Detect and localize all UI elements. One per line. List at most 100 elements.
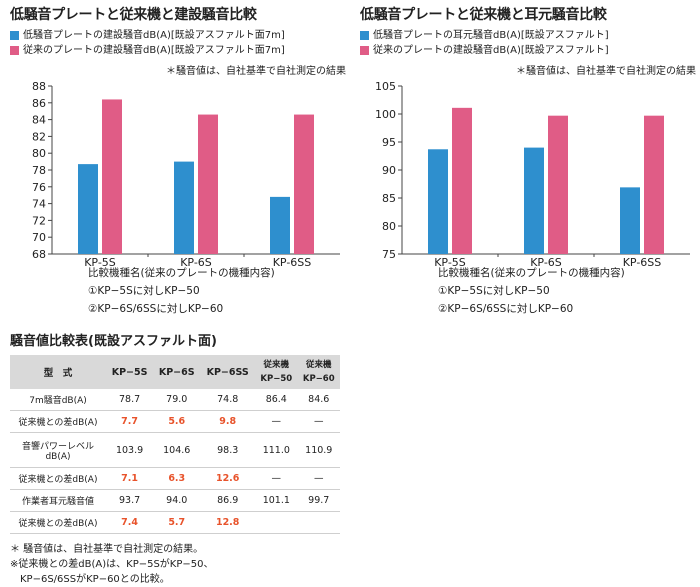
y-tick-label: 76: [32, 181, 46, 194]
table-cell: 103.9: [106, 432, 154, 468]
table-cell: 12.6: [200, 467, 256, 490]
table-title: 騒音値比較表(既設アスファルト面): [10, 334, 217, 349]
row-label: 従来機との差dB(A): [10, 511, 106, 534]
table-cell: 74.8: [200, 389, 256, 411]
table-cell: 94.0: [153, 489, 201, 512]
table-cell: 9.8: [200, 410, 256, 433]
bar: [452, 107, 472, 254]
y-tick-label: 85: [382, 192, 396, 205]
legend: 低騒音プレートの建設騒音dB(A)[既設アスファルト面7m] 従来のプレートの建…: [10, 28, 285, 58]
legend-swatch: [360, 46, 369, 55]
table-cell: 98.3: [200, 432, 256, 468]
row-label: 作業者耳元騒音値: [10, 489, 106, 512]
bar: [198, 114, 218, 254]
legend-label: 従来のプレートの建設騒音dB(A)[既設アスファルト]: [373, 45, 609, 56]
x-tick-label: KP-6S: [180, 256, 212, 268]
table-cell: 86.4: [255, 389, 298, 411]
legend-item: 低騒音プレートの耳元騒音dB(A)[既設アスファルト]: [360, 28, 609, 43]
x-tick-label: KP-6SS: [623, 256, 662, 268]
x-tick-label: KP-6SS: [273, 256, 312, 268]
table-cell: [297, 511, 340, 534]
chart-title: 低騒音プレートと従来機と建設騒音比較: [10, 7, 257, 23]
table-cell: 111.0: [255, 432, 298, 468]
table-header-cell: KP−6SS: [200, 355, 256, 389]
table-header-row: 型 式 KP−5S KP−6S KP−6SS 従来機 KP−50 従来機 KP−…: [10, 355, 340, 389]
comparison-table-section: 騒音値比較表(既設アスファルト面) 型 式 KP−5S KP−6S KP−6SS…: [10, 330, 350, 587]
x-axis-title: 比較機種名(従来のプレートの機種内容): [88, 267, 275, 279]
table-row: 従来機との差dB(A) 7.1 6.3 12.6 — —: [10, 467, 340, 490]
table-cell: 79.0: [153, 389, 201, 411]
table-header-cell: KP−6S: [153, 355, 201, 389]
legend-swatch: [10, 31, 19, 40]
legend-item: 低騒音プレートの建設騒音dB(A)[既設アスファルト面7m]: [10, 28, 285, 43]
table-row: 音響パワーレベル dB(A) 103.9 104.6 98.3 111.0 11…: [10, 432, 340, 468]
table-cell: —: [297, 467, 340, 490]
bar: [78, 164, 98, 254]
table-header-cell: KP−5S: [106, 355, 154, 389]
y-tick-label: 84: [32, 114, 46, 127]
chart-title: 低騒音プレートと従来機と耳元騒音比較: [360, 7, 607, 23]
y-tick-label: 88: [32, 80, 46, 93]
bar: [294, 114, 314, 254]
table-cell: 7.1: [106, 467, 154, 490]
row-label: 7m騒音dB(A): [10, 389, 106, 411]
y-tick-label: 80: [382, 220, 396, 233]
y-tick-label: 72: [32, 214, 46, 227]
table-row: 7m騒音dB(A) 78.7 79.0 74.8 86.4 84.6: [10, 389, 340, 411]
legend-item: 従来のプレートの建設騒音dB(A)[既設アスファルト面7m]: [10, 43, 285, 58]
table-cell: —: [297, 410, 340, 433]
x-axis-note: ①KP−5Sに対しKP−50: [438, 285, 550, 297]
header-line: KP−60: [302, 374, 335, 384]
footnote: KP−6S/6SSがKP−60との比較。: [10, 574, 170, 585]
footnote: ※従来機との差dB(A)は、KP−5SがKP−50、: [10, 559, 214, 570]
bar: [620, 187, 640, 254]
table-header-cell: 従来機 KP−50: [255, 355, 298, 389]
y-tick-label: 82: [32, 130, 46, 143]
legend: 低騒音プレートの耳元騒音dB(A)[既設アスファルト] 従来のプレートの建設騒音…: [360, 28, 609, 58]
y-tick-label: 68: [32, 248, 46, 261]
chart-note: ＊騒音値は、自社基準で自社測定の結果: [516, 66, 696, 77]
y-tick-label: 75: [382, 248, 396, 261]
bar: [428, 149, 448, 254]
row-label: 音響パワーレベル dB(A): [10, 432, 106, 468]
row-label: 従来機との差dB(A): [10, 467, 106, 490]
table-cell: 5.7: [153, 511, 201, 534]
table-cell: 5.6: [153, 410, 201, 433]
table-cell: 99.7: [297, 489, 340, 512]
bar: [644, 115, 664, 255]
x-axis-note: ②KP−6S/6SSに対しKP−60: [88, 303, 224, 315]
bar: [524, 147, 544, 254]
header-line: 従来機: [306, 360, 332, 370]
y-tick-label: 90: [382, 164, 396, 177]
header-line: 従来機: [263, 360, 290, 370]
table-cell: 84.6: [297, 389, 340, 411]
bar: [174, 161, 194, 254]
bar: [270, 196, 290, 254]
y-tick-label: 105: [375, 80, 396, 93]
table-cell: 110.9: [297, 432, 340, 468]
x-axis-note: ①KP−5Sに対しKP−50: [88, 285, 200, 297]
table-cell: 104.6: [153, 432, 201, 468]
legend-label: 低騒音プレートの建設騒音dB(A)[既設アスファルト面7m]: [23, 30, 285, 41]
table-row: 作業者耳元騒音値 93.7 94.0 86.9 101.1 99.7: [10, 489, 340, 512]
chart-panel-ear: 低騒音プレートと従来機と耳元騒音比較 低騒音プレートの耳元騒音dB(A)[既設ア…: [360, 0, 700, 320]
table-footnotes: ＊ 騒音値は、自社基準で自社測定の結果。 ※従来機との差dB(A)は、KP−5S…: [10, 542, 350, 587]
legend-item: 従来のプレートの建設騒音dB(A)[既設アスファルト]: [360, 43, 609, 58]
y-tick-label: 78: [32, 164, 46, 177]
chart-note: ＊騒音値は、自社基準で自社測定の結果: [166, 66, 346, 77]
bar: [548, 115, 568, 255]
x-tick-label: KP-5S: [84, 256, 116, 268]
table-cell: 7.4: [106, 511, 154, 534]
legend-swatch: [360, 31, 369, 40]
bar-chart-construction: 68 70 72 74 76 78 80 82 84 86 88 KP-5S KP-6S KP-6SS: [32, 80, 340, 268]
chart-panel-construction: 低騒音プレートと従来機と建設騒音比較 低騒音プレートの建設騒音dB(A)[既設ア…: [10, 0, 350, 320]
table-cell: 7.7: [106, 410, 154, 433]
y-tick-label: 100: [375, 108, 396, 121]
y-tick-label: 80: [32, 147, 46, 160]
table-row: 従来機との差dB(A) 7.4 5.7 12.8: [10, 511, 340, 534]
table-cell: —: [255, 467, 298, 490]
table-header-cell: 型 式: [10, 355, 106, 389]
table-cell: 12.8: [200, 511, 256, 534]
legend-label: 従来のプレートの建設騒音dB(A)[既設アスファルト面7m]: [23, 45, 285, 56]
x-tick-label: KP-5S: [434, 256, 466, 268]
